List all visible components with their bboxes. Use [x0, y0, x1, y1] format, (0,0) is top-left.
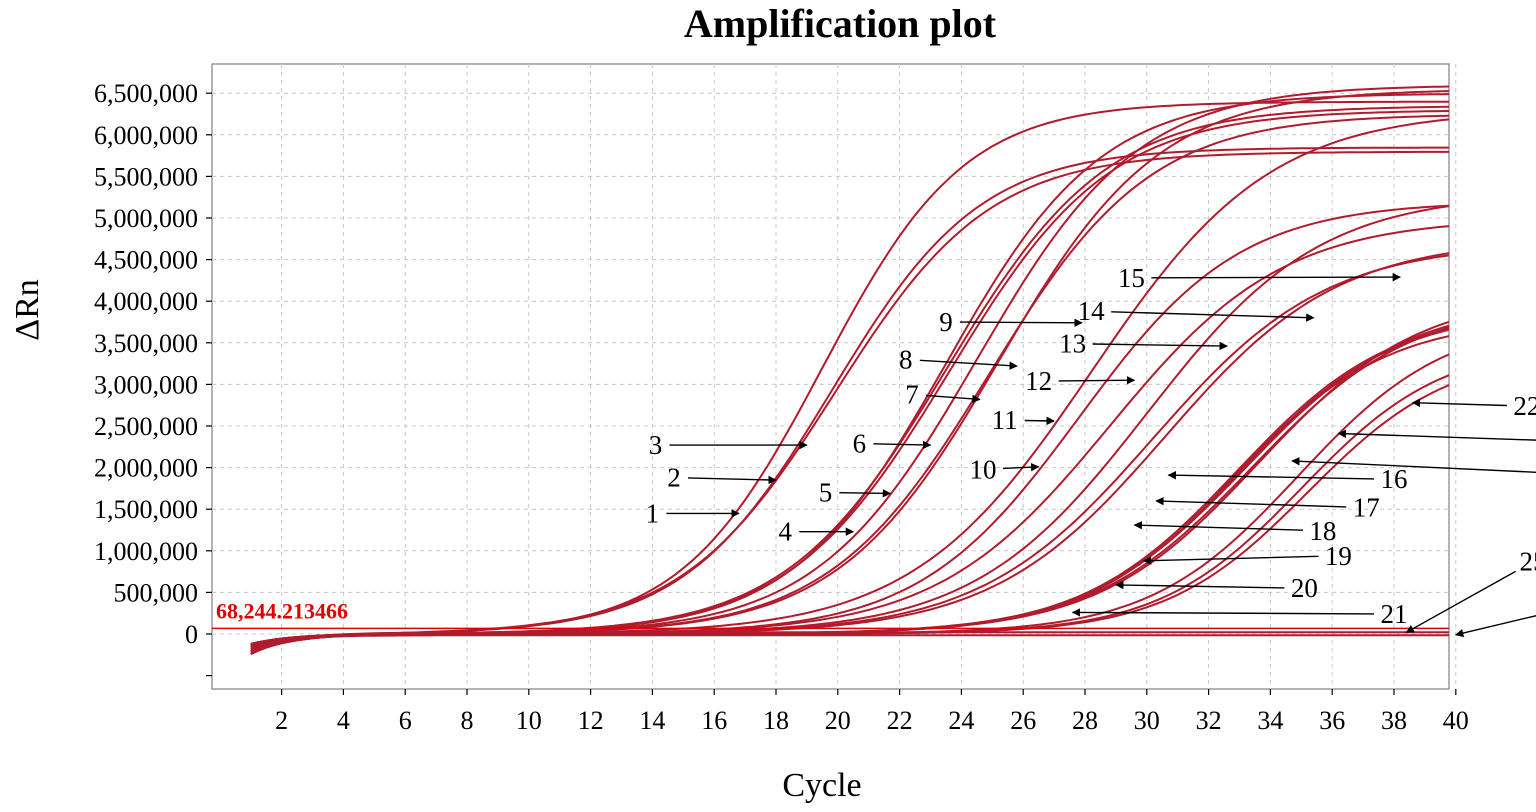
annotation-arrow [1155, 496, 1347, 508]
sample-label: 14 [1078, 296, 1106, 326]
annotation-arrow [1411, 398, 1507, 408]
sample-label: 15 [1118, 263, 1145, 293]
sample-label: 20 [1291, 573, 1318, 603]
y-tick-label: 2,000,000 [94, 454, 198, 483]
sample-label: 8 [899, 344, 913, 374]
sample-label: 12 [1025, 366, 1052, 396]
x-axis-label: Cycle [782, 767, 861, 804]
y-tick-label: 500,000 [114, 578, 199, 607]
annotation-arrow [1058, 376, 1136, 385]
annotation-arrow [1142, 555, 1319, 565]
annotation-arrow [1167, 471, 1375, 480]
x-tick-label: 20 [825, 706, 851, 735]
y-tick-label: 4,000,000 [94, 287, 198, 316]
sample-label: 2 [667, 463, 681, 493]
y-tick-label: 6,000,000 [94, 121, 198, 150]
x-tick-label: 24 [948, 706, 974, 735]
y-tick-label: 3,500,000 [94, 329, 198, 358]
x-tick-label: 2 [275, 706, 288, 735]
annotation-arrow [1115, 580, 1285, 590]
amplification-curve [250, 634, 1449, 647]
threshold-label: 68,244.213466 [216, 598, 348, 623]
annotation-arrow [925, 394, 981, 404]
sample-label: 1 [646, 498, 660, 528]
y-tick-label: 0 [185, 620, 198, 649]
annotation-arrow [1024, 416, 1055, 426]
y-tick-label: 5,500,000 [94, 162, 198, 191]
x-tick-label: 26 [1010, 706, 1036, 735]
sample-label: 19 [1325, 541, 1352, 571]
amplification-curves [250, 85, 1449, 655]
y-tick-label: 4,500,000 [94, 246, 198, 275]
annotation-arrow [1454, 615, 1536, 638]
y-tick-label: 6,500,000 [94, 79, 198, 108]
x-tick-label: 18 [763, 706, 789, 735]
sample-label: 10 [970, 454, 997, 484]
x-tick-label: 34 [1257, 706, 1283, 735]
annotation-arrow [959, 318, 1083, 327]
annotation-arrow [1092, 341, 1228, 351]
sample-label: 4 [779, 517, 793, 547]
annotation-arrow [1002, 462, 1040, 472]
sample-label: 22 [1513, 391, 1536, 421]
sample-label: 5 [819, 478, 833, 508]
annotation-arrow [1291, 457, 1536, 473]
sample-label: 6 [853, 428, 867, 458]
x-tick-label: 8 [461, 706, 474, 735]
y-axis-label: ΔRn [9, 279, 46, 341]
y-tick-label: 2,500,000 [94, 412, 198, 441]
x-tick-label: 10 [516, 706, 542, 735]
sample-label: 18 [1309, 516, 1336, 546]
x-tick-label: 30 [1134, 706, 1160, 735]
amplification-curve [250, 150, 1449, 650]
sample-label: 17 [1353, 493, 1380, 523]
x-tick-label: 32 [1196, 706, 1222, 735]
sample-label: 13 [1059, 329, 1086, 359]
annotation-arrow [1133, 521, 1303, 531]
annotation-arrow [873, 440, 932, 450]
sample-label: 21 [1381, 599, 1408, 629]
x-tick-label: 4 [337, 706, 350, 735]
x-tick-label: 28 [1072, 706, 1098, 735]
annotation-arrow [1151, 272, 1402, 282]
x-tick-label: 40 [1443, 706, 1469, 735]
y-tick-label: 5,000,000 [94, 204, 198, 233]
annotation-arrow [1111, 311, 1315, 322]
sample-label: 25 [1520, 547, 1536, 577]
x-tick-label: 38 [1381, 706, 1407, 735]
plot-area [211, 63, 1450, 690]
annotation-arrow [1405, 570, 1516, 633]
x-tick-label: 12 [578, 706, 604, 735]
chart-title: Amplification plot [684, 1, 997, 46]
sample-label: 16 [1381, 464, 1408, 494]
sample-label: 11 [992, 405, 1018, 435]
y-tick-label: 1,500,000 [94, 495, 198, 524]
y-tick-label: 3,000,000 [94, 370, 198, 399]
x-tick-label: 6 [399, 706, 412, 735]
annotation-arrow [1337, 429, 1536, 441]
sample-label: 3 [649, 430, 663, 460]
annotation-arrow [919, 359, 1018, 370]
sample-label: 7 [905, 379, 919, 409]
x-tick-label: 16 [701, 706, 727, 735]
annotation-arrow [839, 489, 892, 498]
x-tick-label: 22 [887, 706, 913, 735]
sample-annotations: 1234567891011121314151617181920212223242… [646, 263, 1536, 638]
x-tick-label: 14 [639, 706, 665, 735]
amplification-curve [250, 631, 1449, 654]
threshold: 68,244.213466 [212, 598, 1449, 630]
y-tick-label: 1,000,000 [94, 537, 198, 566]
annotation-arrow [1071, 608, 1375, 617]
x-tick-label: 36 [1319, 706, 1345, 735]
axes: 2 4 6 8 10 12 14 16 18 20 22 24 26 28 30 32 34 36 38 400500… [94, 79, 1469, 735]
annotation-arrow [687, 475, 777, 485]
sample-label: 9 [939, 307, 953, 337]
